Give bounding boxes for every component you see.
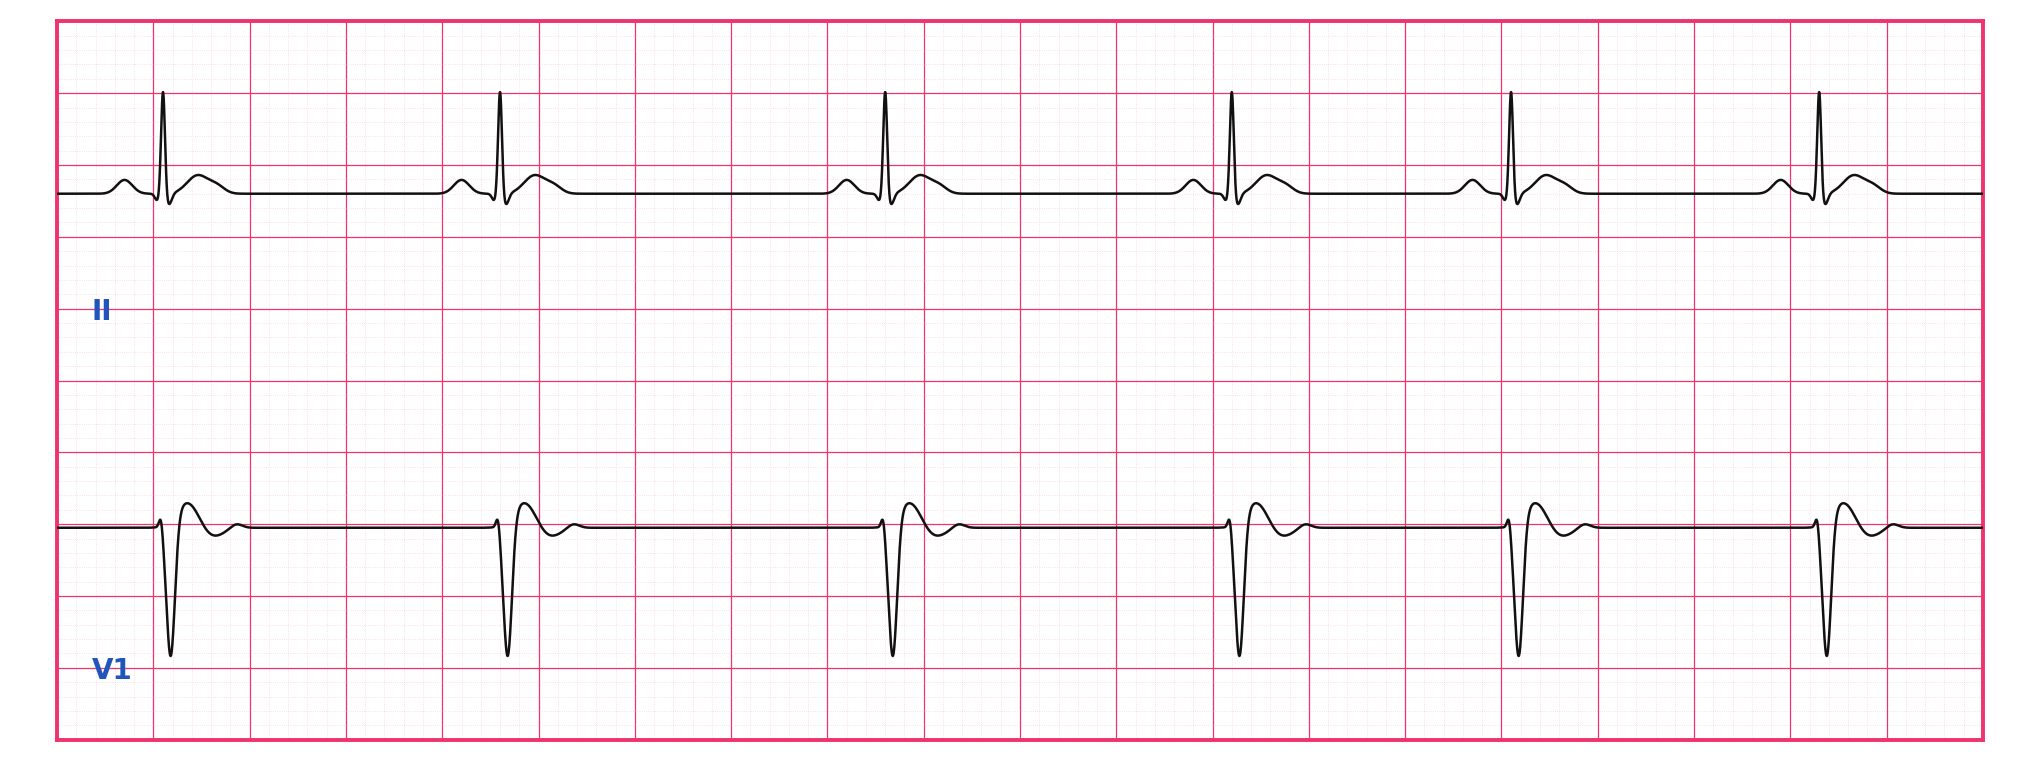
Text: II: II: [92, 298, 112, 326]
Text: V1: V1: [92, 658, 133, 686]
